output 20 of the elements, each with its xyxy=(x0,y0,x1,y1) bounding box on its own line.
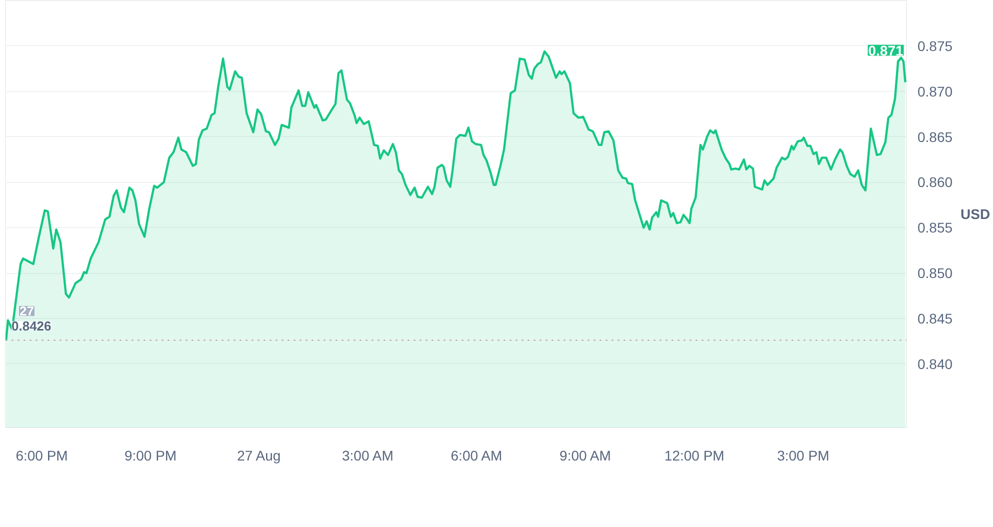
x-tick-label: 12:00 PM xyxy=(664,448,724,464)
x-tick-label: 9:00 AM xyxy=(560,448,611,464)
y-axis-title: USD xyxy=(960,206,990,222)
y-tick-label: 0.845 xyxy=(918,310,953,326)
ref-line-label: 0.8426 xyxy=(12,318,52,334)
y-tick-label: 0.865 xyxy=(918,128,953,145)
y-tick-label: 0.850 xyxy=(918,265,953,282)
x-tick-label: 27 Aug xyxy=(237,448,281,464)
y-tick-label: 0.860 xyxy=(918,174,953,190)
y-tick-label: 0.875 xyxy=(918,38,953,54)
annotation: 27 xyxy=(20,304,34,318)
x-tick-label: 3:00 AM xyxy=(342,448,394,464)
x-tick-label: 9:00 PM xyxy=(124,448,177,464)
annotation: 0.871 xyxy=(868,42,904,58)
y-tick-label: 0.840 xyxy=(918,356,953,372)
y-tick-label: 0.855 xyxy=(918,220,953,236)
y-tick-label: 0.870 xyxy=(918,83,953,100)
x-tick-label: 6:00 PM xyxy=(16,448,68,464)
x-tick-label: 3:00 PM xyxy=(777,448,830,464)
x-tick-label: 6:00 AM xyxy=(450,448,502,464)
